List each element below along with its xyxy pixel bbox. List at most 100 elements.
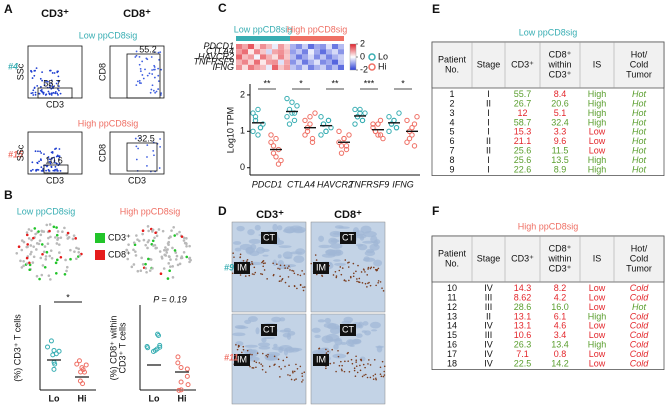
flow-event <box>141 74 144 76</box>
table-cell: 26.7 <box>514 98 532 108</box>
flow-event <box>139 67 142 70</box>
legend-label: CD8⁺ <box>108 249 131 259</box>
group-title: High ppCD8sig <box>120 206 181 216</box>
stained-cell <box>343 370 346 373</box>
stained-cell <box>360 359 363 362</box>
dot <box>338 143 345 149</box>
tissue-gland <box>349 344 355 348</box>
tissue-gland <box>234 247 242 252</box>
stained-cell <box>262 260 265 262</box>
tsne-cell <box>39 233 43 237</box>
table-cell: Hot <box>632 302 647 312</box>
stained-cell <box>282 359 285 362</box>
flow-event <box>40 152 43 154</box>
stained-cell <box>370 266 373 269</box>
tissue-gland <box>318 235 325 242</box>
row-label: PDCD1 <box>203 41 234 51</box>
flow-event <box>47 169 50 172</box>
stained-cell <box>377 281 379 284</box>
column-header: Cold <box>630 59 649 69</box>
dot <box>386 128 392 135</box>
table-cell: 2 <box>449 98 454 108</box>
stained-cell <box>266 356 269 358</box>
stained-cell <box>251 273 254 275</box>
tissue-gland <box>355 333 363 338</box>
stained-cell <box>341 364 343 367</box>
significance: *** <box>364 78 375 88</box>
significance: ** <box>331 78 339 88</box>
stained-cell <box>360 271 363 273</box>
tsne-cell <box>174 251 178 254</box>
tsne-cell <box>28 261 31 265</box>
dot <box>178 387 184 393</box>
region-label: CT <box>263 232 275 242</box>
stained-cell <box>379 366 382 369</box>
tsne-cell <box>35 248 38 251</box>
dot <box>309 135 316 142</box>
panel-label: B <box>4 188 13 202</box>
tsne-cell <box>161 229 165 233</box>
stained-cell <box>381 360 384 363</box>
stained-cell <box>239 274 242 276</box>
table-cell: 8.9 <box>554 164 567 174</box>
tissue-gland <box>247 348 253 352</box>
tsne-cell <box>75 257 78 261</box>
heat-cell <box>284 54 290 60</box>
flow-event <box>160 92 163 95</box>
stained-cell <box>356 280 358 283</box>
tsne-cell <box>54 261 58 265</box>
stained-cell <box>303 273 305 275</box>
legend-swatch <box>95 233 105 243</box>
table-cell: I <box>487 155 490 165</box>
tsne-cell <box>19 259 22 263</box>
stained-cell <box>347 266 350 268</box>
tissue-gland <box>321 347 329 350</box>
flow-event <box>138 79 141 82</box>
dot <box>255 106 261 113</box>
dot <box>404 117 410 124</box>
heat-cell <box>254 54 260 60</box>
heat-cell <box>260 44 266 50</box>
tissue-gland <box>278 245 292 249</box>
stained-cell <box>293 370 296 373</box>
stained-cell <box>329 362 332 365</box>
tsne-cell <box>164 249 168 252</box>
tissue-gland <box>373 259 383 267</box>
stained-cell <box>293 272 296 275</box>
heat-cell <box>236 59 242 65</box>
table-cell: 4.6 <box>554 321 567 331</box>
tsne-cell <box>141 229 145 232</box>
stained-cell <box>296 368 299 370</box>
colorbar-label: 0 <box>360 51 365 61</box>
stained-cell <box>381 287 383 289</box>
stained-cell <box>301 372 303 375</box>
table-cell: High <box>588 117 607 127</box>
flow-event <box>159 138 161 140</box>
stained-cell <box>351 362 354 365</box>
table-cell: 5.1 <box>554 108 567 118</box>
tsne-cell <box>38 239 42 242</box>
tsne-cell <box>47 274 51 277</box>
flow-event <box>31 161 34 164</box>
dot <box>375 132 381 138</box>
tsne-cell <box>166 277 170 280</box>
tsne-cell <box>163 248 166 252</box>
stained-cell <box>293 379 296 381</box>
stained-cell <box>334 270 337 273</box>
legend-label: CD3⁺ <box>108 232 131 242</box>
tissue-gland <box>284 256 293 259</box>
stained-cell <box>288 285 290 287</box>
tsne-cell <box>180 235 184 238</box>
dot <box>154 346 160 352</box>
column-header: CD8⁺ <box>549 49 572 59</box>
tsne-cell <box>65 269 68 273</box>
heat-cell <box>248 49 254 55</box>
flow-event <box>41 170 44 172</box>
legend-label: Lo <box>378 51 388 61</box>
flow-event <box>30 169 32 172</box>
tsne-cell <box>77 247 80 251</box>
flow-event <box>55 162 58 165</box>
tissue-gland <box>261 248 270 252</box>
table-cell: 20.6 <box>551 98 569 108</box>
tissue-gland <box>283 348 289 356</box>
